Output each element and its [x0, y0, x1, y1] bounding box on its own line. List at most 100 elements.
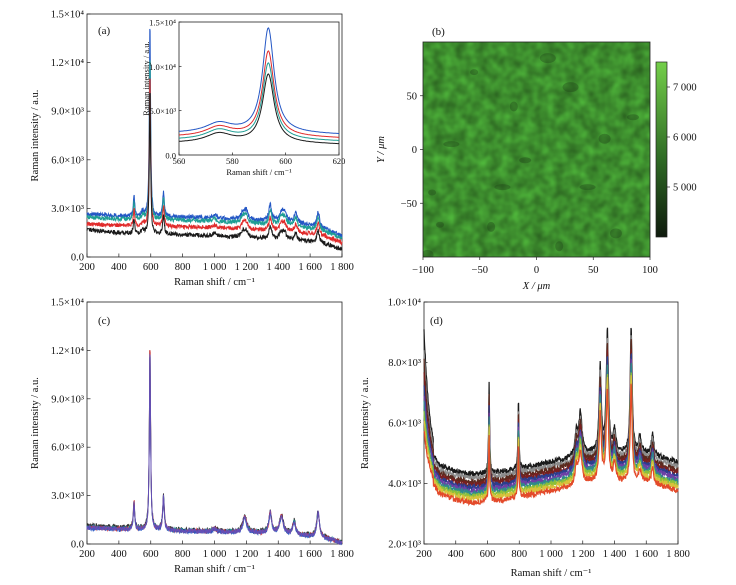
dark-spot — [509, 101, 518, 112]
x-tick-label: 800 — [175, 262, 191, 273]
y-tick-label: 1.2×10⁴ — [51, 58, 85, 69]
y-tick-label: 5.0×10³ — [150, 106, 177, 116]
heatmap-texture — [423, 42, 650, 257]
dark-spot — [494, 184, 511, 191]
series-line-teal — [86, 60, 343, 240]
x-tick-label: 620 — [333, 156, 346, 166]
y-tick-label: 6.0×10³ — [51, 443, 84, 454]
dark-spot — [487, 221, 496, 232]
inset-plot: 560 580 600 620 0.0 5.0×10³ 1.0×10⁴ 1.5×10⁴ Rama… — [141, 18, 345, 178]
x-tick-label: 1 800 — [330, 549, 354, 560]
dark-spot — [579, 184, 596, 191]
series-line-black — [86, 350, 343, 545]
y-axis-label: Raman intensity / a.u. — [30, 90, 41, 182]
plot-frame — [86, 301, 343, 545]
dark-spot — [519, 157, 532, 164]
y-tick-label: 1.5×10⁴ — [149, 18, 176, 28]
dark-spot — [428, 189, 437, 196]
heatmap-image — [423, 42, 650, 257]
x-tick-label: 1 400 — [266, 262, 290, 273]
dark-spot — [470, 69, 479, 76]
y-tick-label: 9.0×10³ — [51, 394, 84, 405]
panel-b: −100 −50 0 50 100 −50 0 50 (b) X / μm Y / μm 5 000 6… — [376, 26, 697, 292]
y-tick-label: 9.0×10³ — [51, 107, 84, 118]
dark-spot — [609, 228, 622, 239]
x-tick-label: 1 000 — [203, 262, 227, 273]
dark-spot — [626, 114, 639, 121]
plot-frame — [423, 301, 679, 545]
dark-spot — [436, 221, 445, 228]
y-tick-label: −50 — [401, 199, 417, 210]
dark-spot — [443, 141, 460, 148]
plot-frame — [178, 21, 340, 156]
y-tick-label: 0 — [412, 145, 417, 156]
inset-series-line-red — [178, 50, 340, 138]
x-axis-label: Raman shift / cm⁻¹ — [174, 564, 255, 575]
y-tick-label: 0.0 — [71, 540, 84, 551]
x-tick-label: 1 400 — [266, 549, 290, 560]
x-tick-label: 800 — [511, 549, 527, 560]
x-tick-label: 600 — [143, 549, 159, 560]
x-tick-label: 580 — [226, 156, 239, 166]
x-tick-label: 200 — [79, 262, 95, 273]
series-line — [423, 335, 679, 482]
x-tick-label: −100 — [412, 265, 434, 276]
y-axis-label: Raman intensity / a.u. — [360, 377, 371, 469]
y-tick-label: 0.0 — [71, 253, 84, 264]
series-line — [423, 357, 679, 494]
x-tick-label: −50 — [472, 265, 488, 276]
x-tick-label: 400 — [448, 549, 464, 560]
x-tick-label: 560 — [173, 156, 186, 166]
panel-a: 200 400 600 800 1 000 1 200 1 400 1 600 1 800 0.0… — [30, 10, 354, 289]
series-line-red — [86, 350, 343, 546]
inset-series-line-blue — [178, 27, 339, 134]
inset-y-axis-label: Raman intensity / a.u. — [141, 41, 151, 115]
y-axis-label: Y / μm — [376, 136, 387, 163]
series-line-blue — [86, 356, 343, 546]
colorbar-tick-label: 7 000 — [673, 83, 697, 94]
y-tick-label: 3.0×10³ — [51, 204, 84, 215]
series-line-teal — [86, 356, 343, 545]
x-tick-label: 1 800 — [666, 549, 690, 560]
y-tick-label: 1.5×10⁴ — [51, 10, 85, 21]
panel-c: 200 400 600 800 1 000 1 200 1 400 1 600 1 800 0.0… — [30, 298, 354, 576]
series-line — [423, 327, 679, 478]
series-line — [423, 383, 679, 507]
panel-label: (c) — [98, 315, 111, 327]
y-tick-label: 0.0 — [165, 151, 176, 161]
colorbar-tick-label: 6 000 — [673, 133, 697, 144]
x-axis-label: Raman shift / cm⁻¹ — [511, 568, 592, 579]
panel-label: (a) — [98, 25, 111, 37]
x-axis-label: X / μm — [522, 281, 551, 292]
dark-spot — [555, 241, 564, 252]
x-tick-label: 1 600 — [298, 262, 322, 273]
y-tick-label: 2.0×10³ — [388, 540, 421, 551]
x-tick-label: 600 — [480, 549, 496, 560]
series-line — [423, 352, 679, 492]
x-tick-label: 1 600 — [298, 549, 322, 560]
x-tick-label: 800 — [175, 549, 191, 560]
y-tick-label: 4.0×10³ — [388, 479, 421, 490]
x-tick-label: 1 000 — [539, 549, 563, 560]
panel-label: (d) — [430, 315, 443, 327]
series-line-purple — [86, 353, 343, 545]
x-tick-label: 1 200 — [235, 549, 259, 560]
colorbar — [655, 61, 668, 238]
y-tick-label: 1.2×10⁴ — [51, 346, 85, 357]
dark-spot — [423, 249, 434, 257]
x-tick-label: 1 200 — [571, 549, 595, 560]
x-tick-label: 0 — [534, 265, 539, 276]
y-tick-label: 6.0×10³ — [51, 155, 84, 166]
x-tick-label: 1 400 — [603, 549, 627, 560]
x-tick-label: 1 200 — [235, 262, 259, 273]
x-tick-label: 200 — [79, 549, 95, 560]
dark-spot — [539, 53, 556, 64]
x-tick-label: 50 — [588, 265, 599, 276]
y-tick-label: 1.0×10⁴ — [388, 298, 422, 309]
x-tick-label: 200 — [416, 549, 432, 560]
x-tick-label: 100 — [642, 265, 658, 276]
y-tick-label: 3.0×10³ — [51, 491, 84, 502]
y-tick-label: 1.0×10⁴ — [149, 62, 176, 72]
inset-series-line-teal — [179, 62, 339, 141]
